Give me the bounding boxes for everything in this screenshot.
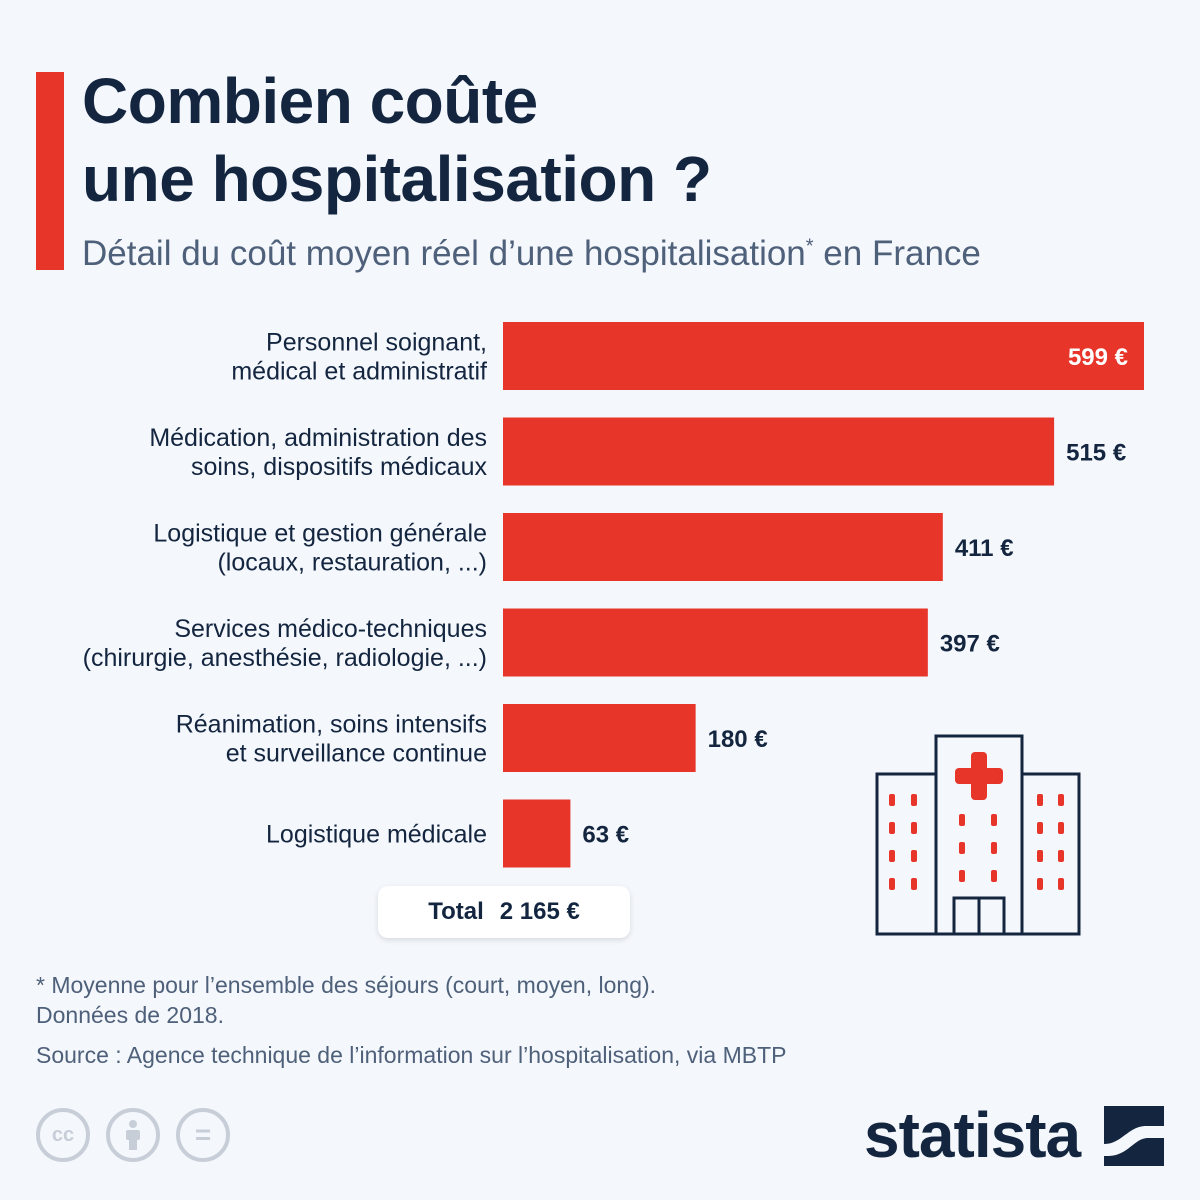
hospital-left-wing: [875, 772, 941, 936]
creative-commons-icon[interactable]: cc: [36, 1108, 90, 1162]
value-label-1: 599 €: [1068, 344, 1128, 371]
category-label-3-line-1: Logistique et gestion générale: [153, 520, 487, 548]
hospital-right-wing: [1017, 772, 1081, 936]
category-label-2-line-1: Médication, administration des: [149, 424, 487, 452]
bar-chart: 599 € Personnel soignant, médical et admin…: [83, 322, 1144, 868]
title-accent-bar: [36, 72, 64, 270]
category-label-5: Réanimation, soins intensifs et surveilla…: [176, 711, 487, 768]
category-label-5-line-2: et surveillance continue: [226, 740, 487, 768]
bar-1: [503, 322, 1144, 390]
category-label-1-line-1: Personnel soignant,: [266, 329, 487, 357]
source-note: Source : Agence technique de l’informati…: [36, 1042, 787, 1068]
value-label-3: 411 €: [955, 535, 1014, 562]
hospital-windows: [889, 794, 1064, 890]
title-line-1: Combien coûte: [82, 65, 538, 137]
bar-5: [503, 704, 696, 772]
category-label-1-line-2: médical et administratif: [231, 358, 487, 386]
nd-glyph: =: [194, 1119, 212, 1150]
category-label-6-line-1: Logistique médicale: [266, 821, 487, 849]
total-box: Total 2 165 €: [378, 886, 630, 938]
total-label: Total: [428, 898, 484, 925]
value-label-4: 397 €: [940, 631, 1000, 658]
chart-subtitle: Détail du coût moyen réel d’une hospital…: [82, 234, 981, 274]
subtitle-asterisk: *: [805, 235, 814, 258]
hospital-icon: [875, 734, 1081, 936]
subtitle-end: en France: [813, 234, 981, 273]
license-icons: cc =: [36, 1108, 230, 1162]
value-label-2: 515 €: [1066, 440, 1126, 467]
value-label-6: 63 €: [582, 822, 629, 849]
no-derivatives-icon[interactable]: =: [176, 1108, 230, 1162]
person-glyph: [126, 1120, 140, 1150]
statista-wordmark: statista: [864, 1099, 1081, 1171]
bar-4: [503, 608, 928, 677]
statista-logo[interactable]: statista: [864, 1100, 1164, 1170]
category-label-4-line-1: Services médico-techniques: [174, 615, 487, 643]
category-label-2: Médication, administration des soins, dis…: [149, 424, 487, 481]
statista-logo-mark-icon: [1104, 1106, 1164, 1166]
bar-6: [503, 799, 571, 868]
cc-glyph: cc: [51, 1123, 75, 1146]
category-label-1: Personnel soignant, médical et administra…: [231, 329, 487, 386]
category-label-2-line-2: soins, dispositifs médicaux: [191, 453, 487, 481]
footnote-line-1: * Moyenne pour l’ensemble des séjours (c…: [36, 972, 657, 998]
total-value: 2 165 €: [499, 898, 580, 925]
value-label-5: 180 €: [708, 726, 768, 753]
category-label-5-line-1: Réanimation, soins intensifs: [176, 711, 487, 739]
title-line-2: une hospitalisation ?: [82, 143, 712, 215]
category-label-3-line-2: (locaux, restauration, ...): [217, 549, 487, 577]
category-label-3: Logistique et gestion générale (locaux, r…: [153, 520, 487, 577]
attribution-icon[interactable]: [106, 1108, 160, 1162]
category-label-4-line-2: (chirurgie, anesthésie, radiologie, ...): [83, 644, 487, 672]
chart-title: Combien coûte une hospitalisation ?: [82, 62, 712, 218]
footnote-line-2: Données de 2018.: [36, 1002, 224, 1028]
bar-2: [503, 417, 1055, 486]
bar-3: [503, 513, 943, 581]
hospital-cross-icon: [955, 752, 1003, 800]
subtitle-text: Détail du coût moyen réel d’une hospital…: [82, 234, 806, 273]
category-label-6: Logistique médicale: [266, 821, 487, 849]
category-label-4: Services médico-techniques (chirurgie, an…: [83, 615, 487, 672]
